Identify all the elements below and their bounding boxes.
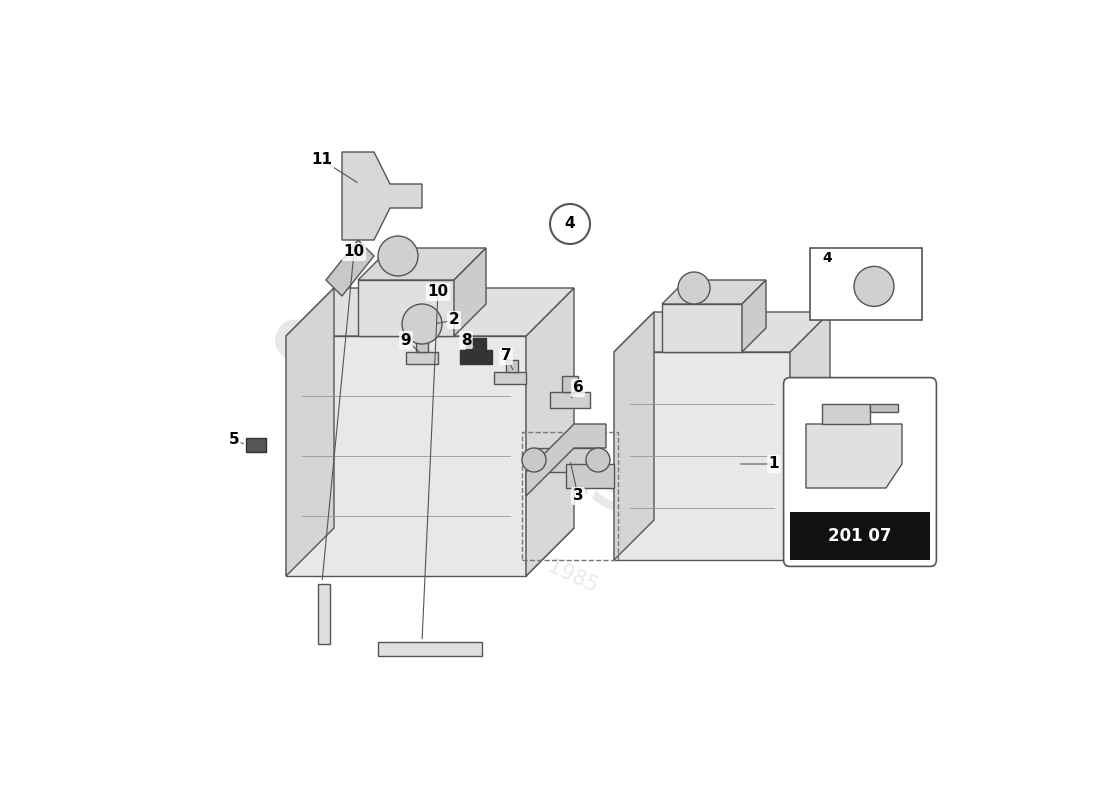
Polygon shape xyxy=(286,288,574,336)
Polygon shape xyxy=(662,280,766,304)
Circle shape xyxy=(522,448,546,472)
Polygon shape xyxy=(286,288,334,576)
Bar xyxy=(461,350,493,364)
Polygon shape xyxy=(806,424,902,488)
Polygon shape xyxy=(822,404,870,424)
Polygon shape xyxy=(790,312,830,560)
Bar xyxy=(550,392,590,408)
Circle shape xyxy=(854,266,894,306)
Polygon shape xyxy=(870,404,898,412)
Polygon shape xyxy=(566,464,614,488)
Bar xyxy=(506,360,518,372)
Bar xyxy=(378,642,482,656)
Text: 1: 1 xyxy=(769,457,779,471)
Text: 8: 8 xyxy=(461,333,471,347)
Polygon shape xyxy=(662,304,742,352)
Polygon shape xyxy=(614,520,830,560)
Text: euroParts: euroParts xyxy=(258,301,649,531)
Polygon shape xyxy=(286,528,574,576)
Text: 11: 11 xyxy=(311,153,332,167)
FancyBboxPatch shape xyxy=(783,378,936,566)
Text: 2: 2 xyxy=(449,313,460,327)
Circle shape xyxy=(586,448,611,472)
Polygon shape xyxy=(526,424,606,496)
Text: 7: 7 xyxy=(500,349,512,363)
Polygon shape xyxy=(526,288,574,576)
Circle shape xyxy=(550,204,590,244)
Polygon shape xyxy=(286,336,526,576)
Text: a passion for parts since 1985: a passion for parts since 1985 xyxy=(307,444,601,596)
Text: 5: 5 xyxy=(229,433,240,447)
Bar xyxy=(810,248,922,320)
Polygon shape xyxy=(614,312,830,352)
Polygon shape xyxy=(358,280,454,336)
Text: 9: 9 xyxy=(400,333,411,347)
Polygon shape xyxy=(454,248,486,336)
Bar xyxy=(522,432,618,560)
Text: 10: 10 xyxy=(428,285,449,299)
Circle shape xyxy=(378,236,418,276)
Text: 4: 4 xyxy=(822,251,832,266)
Bar xyxy=(416,340,428,352)
Bar xyxy=(318,584,330,644)
Polygon shape xyxy=(342,152,422,240)
Polygon shape xyxy=(614,312,654,560)
Polygon shape xyxy=(614,352,790,560)
Bar xyxy=(406,352,438,364)
Bar xyxy=(562,376,578,392)
Text: 6: 6 xyxy=(573,381,583,395)
Text: 4: 4 xyxy=(564,217,575,231)
Bar xyxy=(246,438,266,452)
Circle shape xyxy=(402,304,442,344)
Text: 3: 3 xyxy=(573,489,583,503)
Text: 201 07: 201 07 xyxy=(828,527,892,545)
Bar xyxy=(466,338,486,350)
Polygon shape xyxy=(358,248,486,280)
Bar xyxy=(534,448,598,472)
Text: 10: 10 xyxy=(343,245,364,259)
Bar xyxy=(494,372,526,384)
Circle shape xyxy=(678,272,710,304)
Polygon shape xyxy=(742,280,766,352)
Polygon shape xyxy=(326,240,374,296)
Bar xyxy=(790,512,930,560)
